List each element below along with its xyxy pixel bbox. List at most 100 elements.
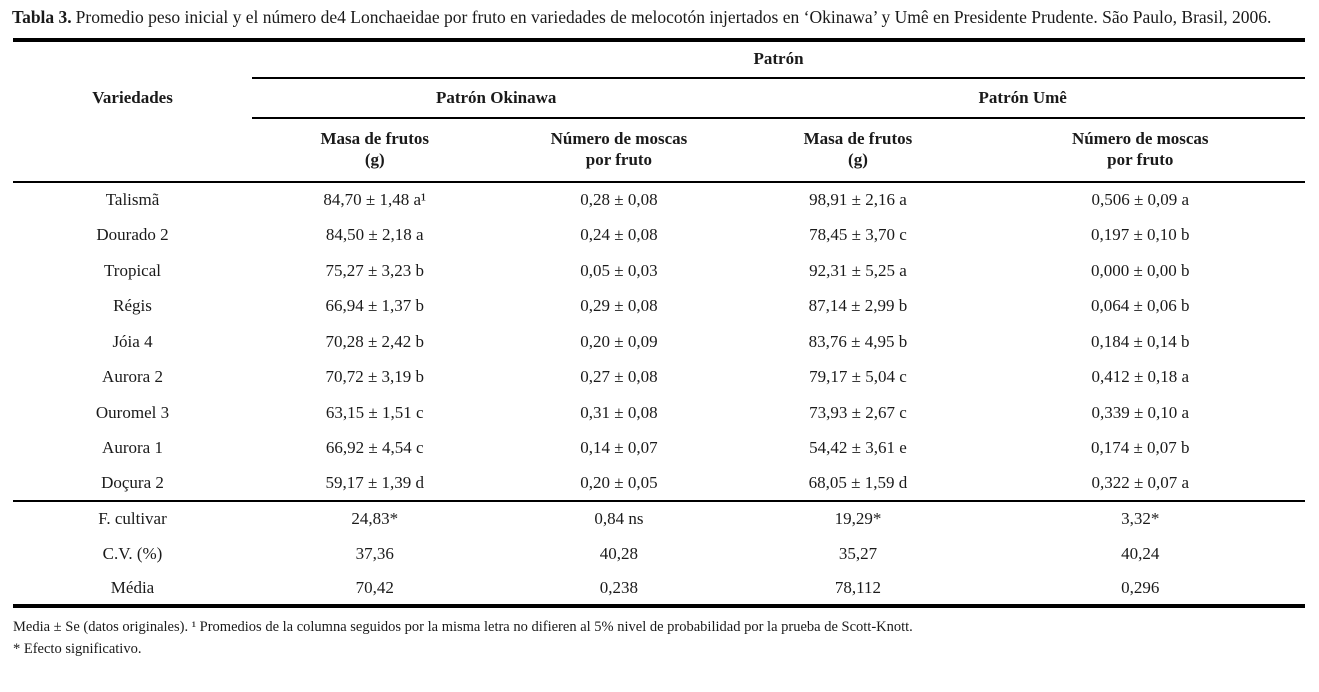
header-line: por fruto xyxy=(1107,149,1174,169)
row-label: Ouromel 3 xyxy=(95,402,170,422)
value-cell: 66,94 ± 1,37 b xyxy=(325,296,425,315)
value-cell: 0,296 xyxy=(1121,577,1160,597)
value-cell: 0,14 ± 0,07 xyxy=(580,438,658,457)
value-cell: 0,184 ± 0,14 b xyxy=(1090,331,1190,351)
header-line: Número de moscas xyxy=(550,129,688,149)
row-label: Régis xyxy=(113,296,152,315)
footnote-significance: * Efecto significativo. xyxy=(13,641,142,657)
row-label: Jóia 4 xyxy=(112,331,153,351)
value-cell: 40,28 xyxy=(599,543,639,563)
value-cell: 54,42 ± 3,61 e xyxy=(809,438,907,457)
table-caption-text: Promedio peso inicial y el número de4 Lo… xyxy=(75,7,1272,27)
statistic-row: F. cultivar 24,83* 0,84 ns 19,29* 3,32* xyxy=(13,500,1305,537)
statistic-row: C.V. (%) 37,36 40,28 35,27 40,24 xyxy=(13,536,1305,571)
variety-row: Tropical 75,27 ± 3,23 b 0,05 ± 0,03 92,31 ±… xyxy=(13,253,1305,289)
row-label: Média xyxy=(110,577,155,597)
value-cell: 73,93 ± 2,67 c xyxy=(809,402,907,422)
value-cell: 0,174 ± 0,07 b xyxy=(1090,438,1190,457)
value-cell: 78,45 ± 3,70 c xyxy=(809,225,907,244)
row-label: F. cultivar xyxy=(13,500,253,537)
value-cell: 0,84 ns xyxy=(497,500,741,537)
value-cell: 92,31 ± 5,25 a xyxy=(809,260,907,280)
value-cell: 87,14 ± 2,99 b xyxy=(808,296,908,315)
table-caption-label: Tabla 3. xyxy=(12,7,72,27)
row-label: Aurora 1 xyxy=(102,438,163,457)
value-cell: 0,412 ± 0,18 a xyxy=(1091,367,1190,386)
rootstock-header-row: Variedades Patrón Okinawa Patrón Umê xyxy=(13,77,1305,119)
header-line: (g) xyxy=(364,149,385,169)
data-table: Patrón Variedades Patrón Okinawa Patrón … xyxy=(13,37,1305,609)
header-line: Masa de frutos xyxy=(320,129,430,149)
value-cell: 68,05 ± 1,59 d xyxy=(808,473,908,492)
value-cell: 0,27 ± 0,08 xyxy=(580,367,658,386)
header-line: Número de moscas xyxy=(1071,129,1209,149)
value-cell: 3,32* xyxy=(975,500,1305,537)
variety-row: Régis 66,94 ± 1,37 b 0,29 ± 0,08 87,14 ± 2,… xyxy=(13,288,1305,324)
value-cell: 63,15 ± 1,51 c xyxy=(325,402,424,422)
header-line: (g) xyxy=(848,149,868,169)
value-cell: 83,76 ± 4,95 b xyxy=(808,331,908,351)
value-cell: 98,91 ± 2,16 a xyxy=(809,190,907,209)
value-cell: 0,322 ± 0,07 a xyxy=(1091,473,1190,492)
variety-row: Dourado 2 84,50 ± 2,18 a 0,24 ± 0,08 78,45 … xyxy=(13,217,1305,253)
value-cell: 59,17 ± 1,39 d xyxy=(325,473,425,492)
okinawa-mass-header: Masa de frutos (g) xyxy=(252,117,498,183)
patron-group-row: Patrón xyxy=(13,39,1305,79)
value-cell: 84,70 ± 1,48 a¹ xyxy=(323,190,427,209)
value-cell: 70,72 ± 3,19 b xyxy=(325,367,425,386)
empty-header-cell xyxy=(13,117,253,183)
row-label: Doçura 2 xyxy=(101,473,164,492)
ume-rootstock-header: Patrón Umê xyxy=(740,77,1305,119)
value-cell: 78,112 xyxy=(834,577,881,597)
value-cell: 0,29 ± 0,08 xyxy=(580,296,658,315)
footnotes: Media ± Se (datos originales). ¹ Promedi… xyxy=(13,617,1306,661)
value-cell: 24,83* xyxy=(252,500,498,537)
value-cell: 0,197 ± 0,10 b xyxy=(1090,225,1190,244)
value-cell: 75,27 ± 3,23 b xyxy=(325,260,425,280)
variety-row: Aurora 1 66,92 ± 4,54 c 0,14 ± 0,07 54,42 ±… xyxy=(13,430,1305,466)
table-caption: Tabla 3. Promedio peso inicial y el númer… xyxy=(12,6,1307,29)
value-cell: 0,238 xyxy=(599,577,639,597)
okinawa-rootstock-header: Patrón Okinawa xyxy=(252,77,741,119)
value-cell: 0,24 ± 0,08 xyxy=(580,225,658,244)
okinawa-flies-header: Número de moscas por fruto xyxy=(497,117,741,183)
variety-row: Aurora 2 70,72 ± 3,19 b 0,27 ± 0,08 79,17 ±… xyxy=(13,359,1305,395)
row-label: Tropical xyxy=(104,260,161,280)
value-cell: 0,31 ± 0,08 xyxy=(580,402,658,422)
value-cell: 0,05 ± 0,03 xyxy=(580,260,658,280)
value-cell: 0,506 ± 0,09 a xyxy=(1091,190,1190,209)
value-cell: 66,92 ± 4,54 c xyxy=(325,438,424,457)
value-cell: 0,20 ± 0,09 xyxy=(580,331,658,351)
row-label: Dourado 2 xyxy=(96,225,169,244)
statistic-row: Média 70,42 0,238 78,112 0,296 xyxy=(13,571,1305,606)
variety-row: Doçura 2 59,17 ± 1,39 d 0,20 ± 0,05 68,05 ±… xyxy=(13,466,1305,502)
variety-row: Ouromel 3 63,15 ± 1,51 c 0,31 ± 0,08 73,93 … xyxy=(13,395,1305,431)
ume-flies-header: Número de moscas por fruto xyxy=(975,117,1305,183)
footnote-mean-se: Media ± Se (datos originales). ¹ Promedi… xyxy=(13,619,913,636)
value-cell: 0,064 ± 0,06 b xyxy=(1090,296,1190,315)
page: Tabla 3. Promedio peso inicial y el númer… xyxy=(0,6,1319,661)
value-cell: 79,17 ± 5,04 c xyxy=(809,367,907,386)
value-cell: 37,36 xyxy=(355,543,394,563)
value-cell: 0,20 ± 0,05 xyxy=(580,473,658,492)
value-cell: 35,27 xyxy=(838,543,878,563)
value-cell: 84,50 ± 2,18 a xyxy=(325,225,424,244)
header-line: por fruto xyxy=(585,149,653,169)
value-cell: 0,000 ± 0,00 b xyxy=(1090,260,1190,280)
value-cell: 0,339 ± 0,10 a xyxy=(1091,402,1190,422)
row-label: Talismã xyxy=(105,190,160,209)
value-cell: 70,42 xyxy=(355,577,394,597)
variety-rows: Talismã 84,70 ± 1,48 a¹ 0,28 ± 0,08 98,91 ±… xyxy=(13,182,1305,502)
ume-mass-header: Masa de frutos (g) xyxy=(740,117,976,183)
value-cell: 70,28 ± 2,42 b xyxy=(325,331,425,351)
row-label: C.V. (%) xyxy=(102,543,163,563)
measure-header-row: Masa de frutos (g) Número de moscas por … xyxy=(13,117,1305,183)
empty-corner-cell xyxy=(13,40,252,78)
header-line: Masa de frutos xyxy=(803,129,913,149)
variety-row: Talismã 84,70 ± 1,48 a¹ 0,28 ± 0,08 98,91 ±… xyxy=(13,182,1305,218)
variety-row: Jóia 4 70,28 ± 2,42 b 0,20 ± 0,09 83,76 ± 4… xyxy=(13,324,1305,360)
patron-group-header: Patrón xyxy=(252,39,1305,79)
value-cell: 40,24 xyxy=(1121,543,1160,563)
value-cell: 19,29* xyxy=(740,500,976,537)
value-cell: 0,28 ± 0,08 xyxy=(580,190,658,209)
